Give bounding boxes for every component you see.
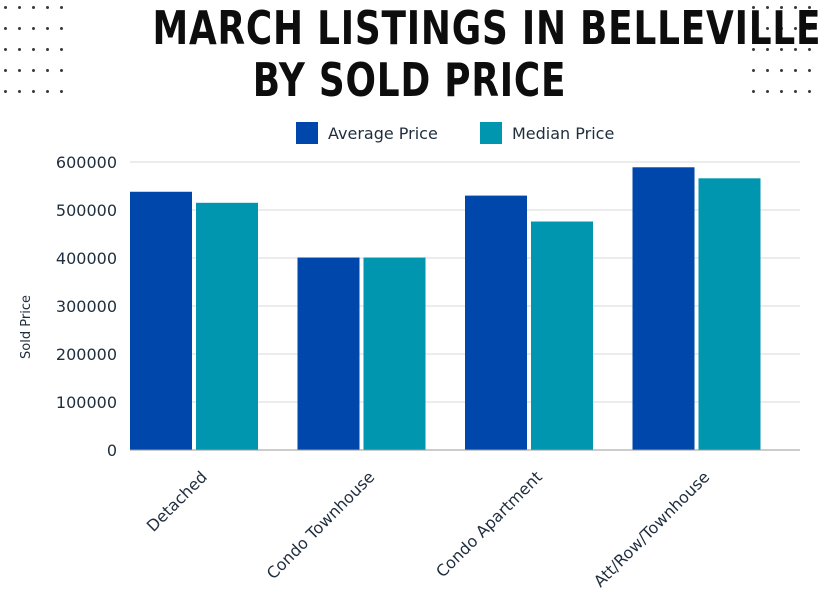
average-price-bar	[632, 167, 695, 450]
bars	[130, 167, 761, 450]
decorative-dot	[794, 6, 797, 9]
decorative-dot	[32, 27, 35, 30]
decorative-dot	[766, 69, 769, 72]
legend-item[interactable]: Median Price	[480, 122, 614, 144]
legend[interactable]: Average Price Median Price	[296, 122, 614, 144]
decorative-dot	[60, 90, 63, 93]
decorative-dot	[780, 6, 783, 9]
decorative-dot	[4, 27, 7, 30]
decorative-dot	[18, 90, 21, 93]
y-tick-label: 200000	[56, 345, 117, 364]
decorative-dot	[18, 48, 21, 51]
y-tick-label: 300000	[56, 297, 117, 316]
decorative-dot	[752, 90, 755, 93]
average-price-bar	[297, 257, 360, 450]
decorative-dot	[60, 48, 63, 51]
decorative-dot	[32, 48, 35, 51]
decorative-dot	[4, 90, 7, 93]
median-price-bar	[196, 202, 258, 450]
x-category-label: Condo Apartment	[432, 467, 546, 581]
decorative-dot	[794, 69, 797, 72]
decorative-dot	[4, 6, 7, 9]
decorative-dot	[60, 27, 63, 30]
decorative-dot	[808, 48, 811, 51]
decorative-dot	[808, 90, 811, 93]
decorative-dot	[794, 27, 797, 30]
decorative-dot	[4, 48, 7, 51]
x-axis-categories: Detached Condo Townhouse Condo Apartment At…	[143, 467, 714, 590]
y-axis-title: Sold Price	[19, 295, 34, 359]
y-tick-label: 100000	[56, 393, 117, 412]
median-price-bar	[531, 221, 593, 450]
decorative-dot	[752, 69, 755, 72]
decorative-dot	[18, 69, 21, 72]
decorative-dot	[46, 27, 49, 30]
decorative-dot	[794, 48, 797, 51]
decorative-dot	[60, 6, 63, 9]
decorative-dot	[808, 6, 811, 9]
average-price-bar	[465, 195, 527, 450]
y-tick-label: 500000	[56, 201, 117, 220]
decorative-dot	[60, 69, 63, 72]
decorative-dot	[780, 27, 783, 30]
decorative-dot	[752, 6, 755, 9]
x-category-label: Att/Row/Townhouse	[590, 467, 713, 590]
decorative-dots-left	[4, 6, 65, 95]
legend-item[interactable]: Average Price	[296, 122, 438, 144]
decorative-dot	[752, 27, 755, 30]
average-price-bar	[130, 191, 192, 450]
y-axis-ticks: 0 100000 200000 300000 400000 500000 600000	[56, 153, 117, 460]
median-price-bar	[698, 178, 761, 450]
y-tick-label: 600000	[56, 153, 117, 172]
decorative-dot	[780, 48, 783, 51]
decorative-dot	[794, 90, 797, 93]
chart-title-line-2: BY SOLD PRICE	[252, 53, 567, 107]
median-price-bar	[363, 257, 426, 450]
decorative-dot	[766, 27, 769, 30]
decorative-dot	[766, 90, 769, 93]
decorative-dot	[46, 48, 49, 51]
x-category-label: Condo Townhouse	[263, 467, 379, 583]
decorative-dot	[4, 69, 7, 72]
decorative-dot	[46, 69, 49, 72]
decorative-dot	[766, 48, 769, 51]
decorative-dot	[780, 90, 783, 93]
legend-label: Average Price	[328, 124, 438, 143]
decorative-dot	[808, 27, 811, 30]
decorative-dots-right	[752, 6, 813, 95]
legend-swatch	[296, 122, 318, 144]
legend-swatch	[480, 122, 502, 144]
decorative-dot	[808, 69, 811, 72]
decorative-dot	[766, 6, 769, 9]
decorative-dot	[46, 6, 49, 9]
decorative-dot	[752, 48, 755, 51]
decorative-dot	[32, 90, 35, 93]
decorative-dot	[18, 6, 21, 9]
y-tick-label: 400000	[56, 249, 117, 268]
decorative-dot	[32, 69, 35, 72]
decorative-dot	[46, 90, 49, 93]
decorative-dot	[780, 69, 783, 72]
decorative-dot	[32, 6, 35, 9]
y-tick-label: 0	[107, 441, 117, 460]
decorative-dot	[18, 27, 21, 30]
x-category-label: Detached	[143, 467, 211, 535]
legend-label: Median Price	[512, 124, 614, 143]
